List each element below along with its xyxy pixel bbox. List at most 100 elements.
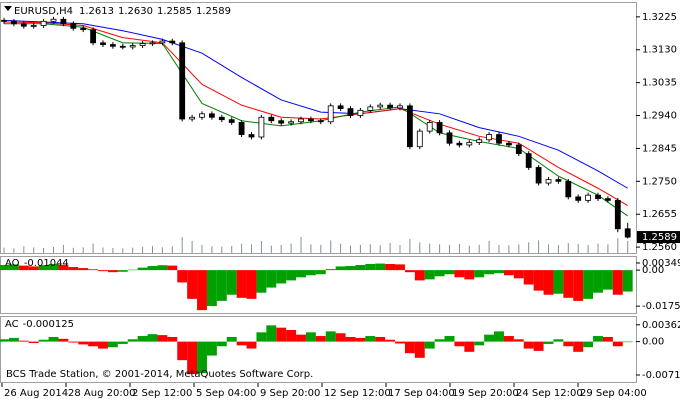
- last-price-label: 1.2589: [642, 232, 677, 243]
- candle-body: [298, 118, 304, 123]
- candle-body: [525, 153, 532, 168]
- histogram-bar: [226, 270, 237, 295]
- x-tick-label: 2 Sep 12:00: [132, 388, 192, 399]
- candle-body: [288, 121, 295, 124]
- histogram-bar: [98, 270, 108, 272]
- candle-body: [327, 105, 334, 123]
- histogram-bar: [385, 339, 396, 342]
- candle-body: [397, 105, 403, 109]
- candle-body: [595, 194, 601, 200]
- histogram-bar: [543, 270, 554, 295]
- y-tick-label: 1.2560: [642, 242, 677, 253]
- histogram-bar: [484, 270, 495, 275]
- histogram-bar: [197, 270, 207, 311]
- x-tick-label: 24 Sep 12:00: [516, 388, 583, 399]
- candle-body: [476, 139, 483, 143]
- ao-value: -0.01044: [24, 258, 69, 269]
- histogram-bar: [0, 339, 9, 342]
- candle-body: [228, 119, 235, 123]
- histogram-bar: [28, 341, 39, 343]
- y-tick-label: -0.01756: [642, 301, 680, 312]
- candle-body: [466, 142, 473, 146]
- candle-body: [169, 40, 176, 44]
- histogram-bar: [355, 337, 366, 342]
- histogram-bar: [533, 270, 544, 291]
- candle-body: [218, 116, 225, 121]
- x-tick-label: 12 Sep 12:00: [324, 388, 391, 399]
- histogram-bar: [325, 331, 336, 342]
- ac-value: -0.000125: [23, 319, 74, 330]
- histogram-bar: [8, 337, 19, 342]
- candle-body: [248, 134, 255, 138]
- histogram-bar: [187, 341, 198, 375]
- copyright: BCS Trade Station, © 2001-2014, MetaQuot…: [6, 369, 313, 380]
- y-tick-label: 1.3225: [642, 12, 677, 23]
- candle-body: [317, 120, 324, 123]
- candle-body: [20, 23, 27, 27]
- histogram-bar: [276, 327, 287, 342]
- histogram-bar: [305, 270, 316, 276]
- histogram-bar: [246, 270, 257, 299]
- histogram-bar: [345, 336, 356, 342]
- histogram-bar: [78, 268, 89, 271]
- candle-body: [486, 134, 493, 141]
- candle-body: [60, 18, 67, 25]
- histogram-bar: [107, 341, 118, 348]
- histogram-bar: [385, 263, 396, 271]
- symbol: EURUSD,H4: [14, 6, 73, 17]
- histogram-bar: [197, 341, 207, 374]
- histogram-bar: [266, 270, 277, 288]
- histogram-bar: [494, 331, 504, 342]
- x-tick-label: 17 Sep 04:00: [388, 388, 455, 399]
- candle-body: [90, 29, 96, 44]
- y-tick-label: 1.3035: [642, 78, 677, 89]
- ohlc-high: 1.2630: [118, 6, 153, 17]
- histogram-bar: [454, 270, 465, 278]
- histogram-bar: [8, 264, 19, 271]
- histogram-bar: [345, 266, 356, 271]
- menu-triangle[interactable]: [4, 6, 12, 11]
- candle-body: [456, 142, 463, 146]
- histogram-bar: [583, 341, 594, 348]
- candle-body: [110, 44, 116, 47]
- histogram-bar: [266, 325, 277, 342]
- histogram-bar: [88, 341, 99, 347]
- candle-body: [70, 23, 77, 29]
- x-tick-label: 28 Aug 20:00: [68, 388, 135, 399]
- histogram-bar: [137, 267, 148, 271]
- histogram-bar: [177, 341, 188, 361]
- candle-body: [1, 19, 7, 22]
- candle-body: [119, 45, 126, 48]
- histogram-bar: [48, 263, 59, 271]
- histogram-bar: [216, 341, 227, 347]
- candle-body: [50, 18, 57, 22]
- histogram-bar: [543, 341, 554, 344]
- histogram-bar: [523, 270, 534, 285]
- histogram-bar: [444, 336, 455, 342]
- candle-body: [624, 228, 631, 238]
- candle-body: [605, 198, 611, 201]
- histogram-bar: [375, 263, 386, 271]
- histogram-bar: [553, 339, 564, 342]
- histogram-bar: [573, 270, 584, 301]
- histogram-bar: [68, 267, 79, 271]
- histogram-bar: [18, 340, 29, 342]
- histogram-bar: [167, 265, 178, 271]
- histogram-bar: [276, 270, 287, 284]
- histogram-bar: [58, 338, 69, 342]
- histogram-bar: [444, 270, 455, 275]
- histogram-bar: [127, 269, 138, 271]
- histogram-bar: [157, 335, 168, 342]
- histogram-bar: [48, 336, 59, 342]
- y-tick-label: 1.2940: [642, 111, 677, 122]
- histogram-bar: [553, 270, 564, 294]
- x-tick-label: 9 Sep 20:00: [260, 388, 320, 399]
- histogram-bar: [404, 270, 415, 273]
- candle-body: [614, 199, 621, 230]
- histogram-bar: [414, 270, 425, 281]
- candle-body: [565, 180, 572, 198]
- histogram-bar: [434, 270, 445, 277]
- histogram-bar: [612, 270, 623, 295]
- histogram-bar: [563, 341, 574, 347]
